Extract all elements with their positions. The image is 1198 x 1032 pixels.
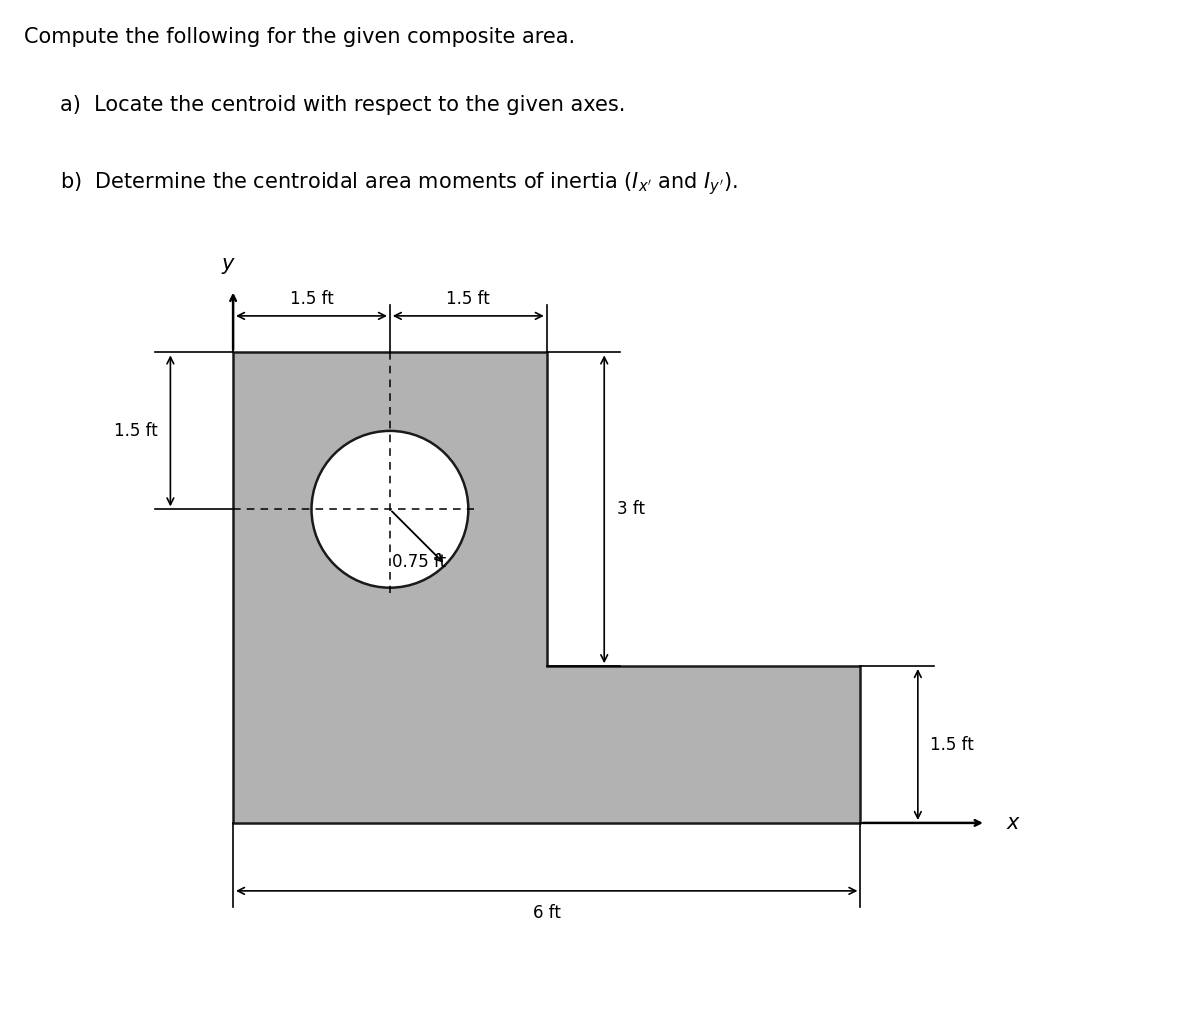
Text: b)  Determine the centroidal area moments of inertia ($I_{x'}$ and $I_{y'}$).: b) Determine the centroidal area moments…	[60, 170, 738, 197]
Text: 1.5 ft: 1.5 ft	[290, 290, 333, 308]
Text: a)  Locate the centroid with respect to the given axes.: a) Locate the centroid with respect to t…	[60, 95, 625, 116]
Text: Compute the following for the given composite area.: Compute the following for the given comp…	[24, 27, 575, 47]
Text: 1.5 ft: 1.5 ft	[931, 736, 974, 753]
Text: 1.5 ft: 1.5 ft	[447, 290, 490, 308]
Circle shape	[311, 431, 468, 587]
Polygon shape	[234, 353, 860, 823]
Text: 0.75 ft: 0.75 ft	[392, 553, 446, 571]
Text: 1.5 ft: 1.5 ft	[114, 422, 158, 440]
Text: x: x	[1006, 813, 1019, 833]
Text: y: y	[222, 254, 234, 275]
Text: 6 ft: 6 ft	[533, 904, 561, 923]
Text: 3 ft: 3 ft	[617, 501, 645, 518]
